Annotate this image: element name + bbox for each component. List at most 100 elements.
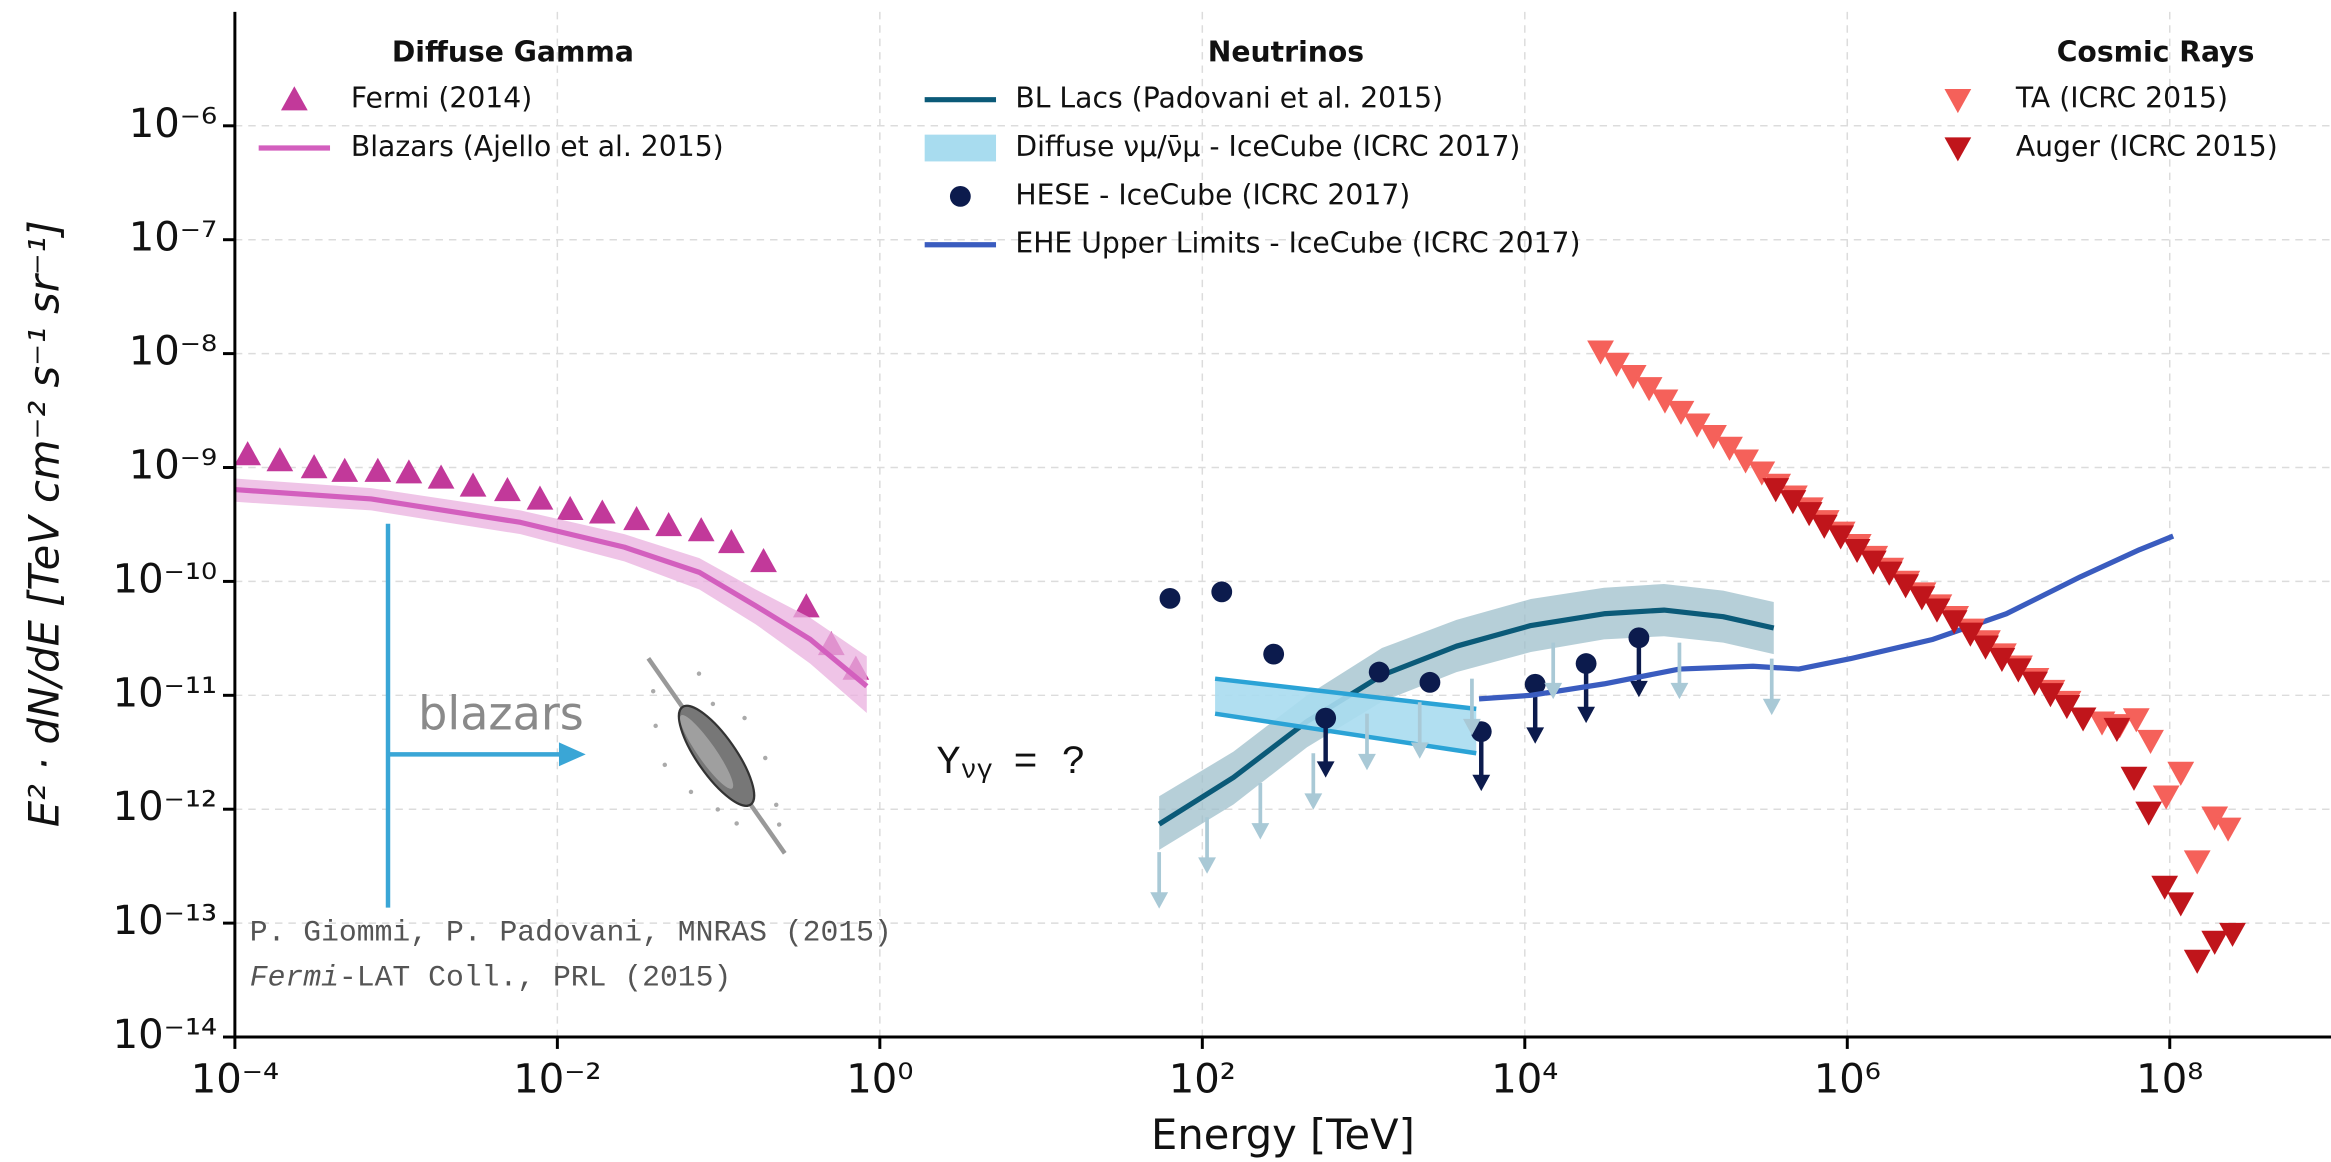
series	[1762, 478, 2246, 974]
limit-arrow-head	[1670, 682, 1689, 700]
marker	[2201, 930, 2229, 955]
marker	[1827, 525, 1855, 550]
marker	[1795, 502, 1823, 527]
marker	[266, 447, 294, 472]
marker	[395, 459, 423, 484]
upper-limit-head	[1526, 727, 1545, 744]
citation: Fermi-LAT Coll., PRL (2015)	[250, 960, 732, 994]
marker	[234, 441, 262, 466]
marker	[1700, 425, 1727, 450]
limit-arrow	[1304, 753, 1323, 810]
y-tick-label: 10⁻⁶	[129, 101, 217, 147]
y-tick-label: 10⁻⁹	[129, 443, 217, 489]
marker	[526, 485, 554, 510]
marker	[1875, 561, 1903, 586]
marker	[2167, 761, 2195, 786]
disk-highlight	[679, 715, 734, 789]
legend-label: TA (ICRC 2015)	[2015, 82, 2228, 115]
upper-limit-head	[1629, 680, 1648, 698]
marker	[1732, 449, 1759, 474]
marker	[427, 464, 455, 489]
series	[234, 441, 870, 680]
marker	[556, 495, 584, 520]
marker	[1524, 673, 1546, 695]
legend: Diffuse Gamma Fermi (2014) Blazars (Ajello…	[258, 36, 2278, 260]
halo	[650, 671, 782, 827]
series	[234, 478, 869, 713]
y-axis-label: E² · dN/dE [TeV cm⁻² s⁻¹ sr⁻¹]	[20, 220, 69, 827]
limit-arrow-head	[1762, 698, 1781, 716]
marker	[1762, 478, 1790, 503]
marker	[1651, 389, 1679, 414]
marker	[2021, 671, 2048, 696]
legend-entry: Fermi (2014)	[280, 82, 532, 115]
legend-label: Diffuse νμ/ν̄μ - IceCube (ICRC 2017)	[1015, 130, 1520, 163]
line	[1157, 607, 1775, 827]
legend-entry: EHE Upper Limits - IceCube (ICRC 2017)	[924, 227, 1581, 260]
legend-label: Blazars (Ajello et al. 2015)	[351, 130, 724, 163]
subscript: νγ	[961, 757, 993, 787]
marker	[623, 506, 650, 531]
legend-entry: TA (ICRC 2015)	[1944, 82, 2228, 115]
marker	[2167, 892, 2195, 917]
marker	[1908, 586, 1936, 611]
x-tick-label: 10⁰	[846, 1057, 913, 1103]
x-tick-label: 10²	[1169, 1057, 1236, 1103]
marker	[1603, 352, 1630, 377]
marker	[1263, 643, 1285, 665]
marker	[687, 517, 715, 542]
arrow-head	[558, 742, 586, 767]
series-group	[234, 441, 870, 713]
symbol: Y	[937, 740, 961, 785]
marker	[1859, 550, 1887, 575]
marker	[2183, 949, 2211, 974]
series-group	[1587, 340, 2246, 974]
limit-arrow	[1670, 642, 1689, 700]
y-tick-label: 10⁻¹²	[113, 784, 217, 830]
marker	[1923, 598, 1951, 623]
limit-arrow	[1762, 658, 1781, 716]
upper-limit-head	[1316, 761, 1335, 778]
y-tick-label: 10⁻¹⁰	[113, 556, 217, 602]
legend-label: Auger (ICRC 2015)	[2016, 130, 2278, 163]
series	[1150, 642, 1781, 909]
marker	[1575, 653, 1597, 674]
marker	[1956, 622, 1984, 647]
line	[1478, 533, 2175, 702]
legend-marker	[1944, 88, 1972, 114]
marker	[1315, 707, 1337, 729]
series-group	[1150, 533, 2175, 909]
y-tick-label: 10⁻¹⁴	[113, 1012, 217, 1058]
marker	[588, 499, 616, 524]
series	[1478, 533, 2175, 702]
marker	[331, 457, 359, 482]
annotation-arrow	[385, 523, 586, 908]
y-tick-label: 10⁻⁷	[129, 215, 217, 261]
marker	[2151, 875, 2179, 900]
marker	[2122, 708, 2150, 733]
marker	[1972, 635, 1999, 660]
marker	[2069, 707, 2097, 732]
marker	[1748, 461, 1776, 486]
marker	[1368, 661, 1390, 683]
legend-label: EHE Upper Limits - IceCube (ICRC 2017)	[1015, 227, 1580, 260]
limit-arrow	[1463, 678, 1481, 736]
x-tick-label: 10⁻²	[513, 1057, 601, 1103]
marker	[750, 547, 777, 573]
limit-arrow-head	[1251, 823, 1270, 840]
y-tick-label: 10⁻¹³	[113, 898, 217, 944]
marker	[1667, 400, 1695, 425]
limit-arrow-head	[1410, 742, 1429, 759]
marker	[494, 476, 521, 502]
marker	[2135, 801, 2163, 826]
legend-marker	[924, 134, 997, 162]
legend-marker	[949, 185, 971, 207]
legend-marker	[1944, 137, 1972, 162]
limit-arrow-head	[1304, 793, 1323, 810]
marker	[2214, 817, 2242, 842]
y-tick-label: 10⁻¹¹	[113, 670, 217, 716]
equation: = ?	[1014, 740, 1086, 785]
limit-arrow-head	[1358, 753, 1376, 771]
line	[234, 486, 869, 689]
marker	[1892, 574, 1919, 599]
